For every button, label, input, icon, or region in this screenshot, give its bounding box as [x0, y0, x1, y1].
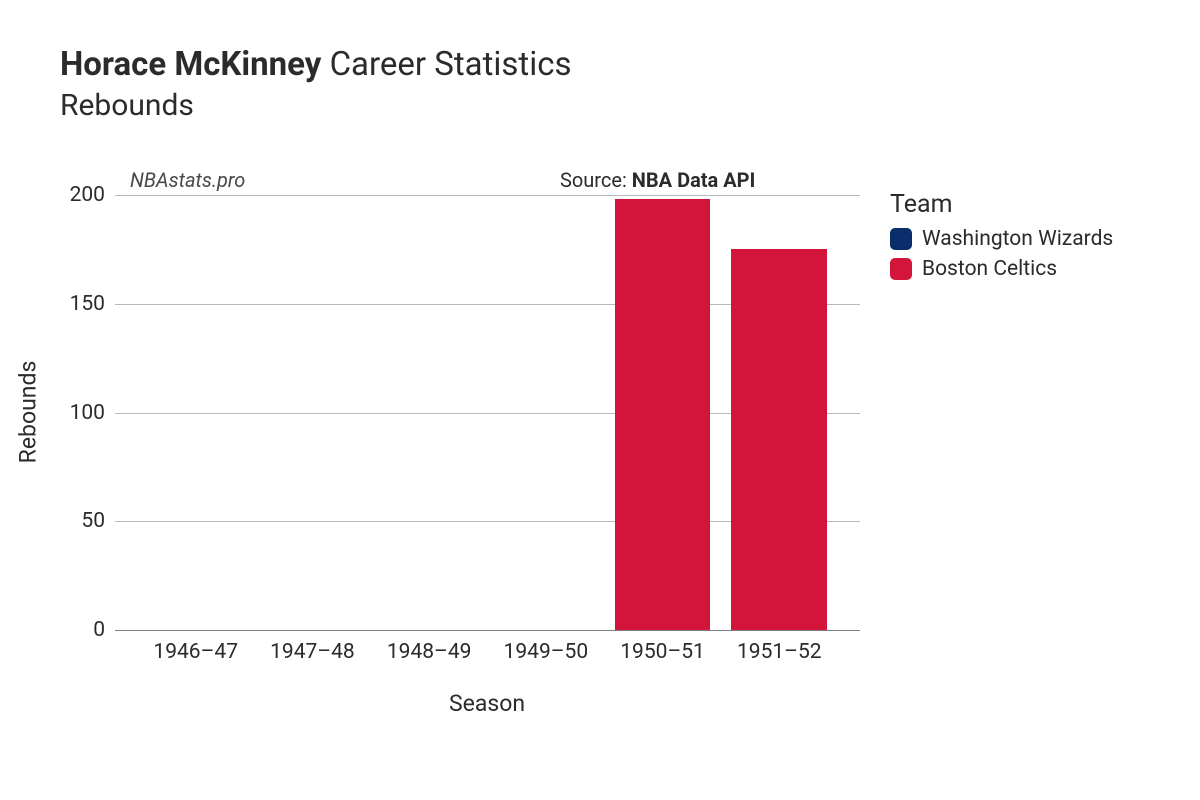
watermark: NBAstats.pro	[130, 168, 245, 192]
chart-plot-area: 0501001502001946–471947–481948–491949–50…	[115, 195, 860, 630]
legend-item: Boston Celtics	[890, 257, 1113, 281]
y-tick-label: 50	[81, 509, 115, 533]
legend-item: Washington Wizards	[890, 227, 1113, 251]
chart-subtitle: Rebounds	[60, 88, 572, 123]
legend-swatch	[890, 228, 912, 250]
source-value: NBA Data API	[632, 168, 756, 192]
y-tick-label: 100	[70, 401, 115, 425]
x-tick-label: 1951–52	[737, 630, 822, 664]
gridline	[115, 195, 860, 196]
x-tick-label: 1948–49	[387, 630, 472, 664]
legend-label: Boston Celtics	[922, 257, 1057, 281]
chart-title-line1: Horace McKinney Career Statistics	[60, 45, 572, 84]
chart-title-regular: Career Statistics	[330, 45, 572, 84]
y-tick-label: 150	[70, 292, 115, 316]
legend: Team Washington Wizards Boston Celtics	[890, 190, 1113, 287]
bar	[615, 199, 711, 630]
legend-title: Team	[890, 190, 1113, 219]
legend-label: Washington Wizards	[922, 227, 1113, 251]
source-prefix: Source:	[560, 168, 632, 192]
y-tick-label: 200	[70, 183, 115, 207]
source-attribution: Source: NBA Data API	[560, 168, 755, 192]
y-tick-label: 0	[93, 618, 115, 642]
bar	[731, 249, 827, 630]
x-tick-label: 1946–47	[153, 630, 238, 664]
x-tick-label: 1949–50	[504, 630, 589, 664]
legend-swatch	[890, 258, 912, 280]
chart-title-bold: Horace McKinney	[60, 45, 321, 84]
y-axis-title: Rebounds	[15, 361, 42, 464]
x-axis-title: Season	[449, 690, 525, 717]
x-tick-label: 1947–48	[270, 630, 355, 664]
x-tick-label: 1950–51	[620, 630, 705, 664]
